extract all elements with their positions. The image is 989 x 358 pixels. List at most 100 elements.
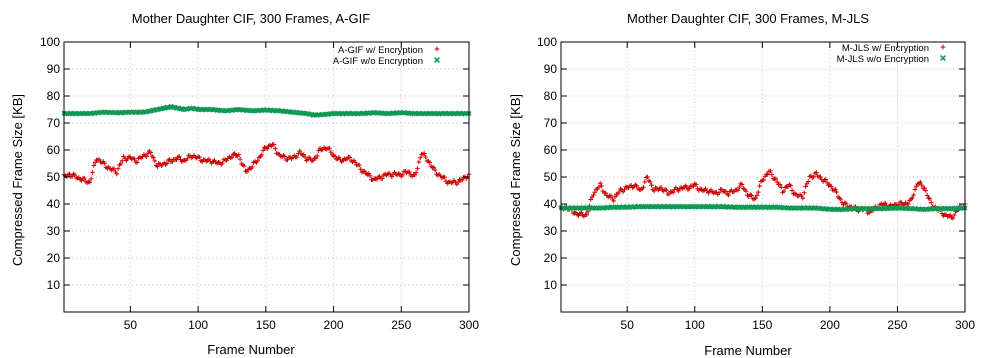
data-point — [72, 172, 78, 178]
data-point — [241, 163, 247, 169]
data-point — [422, 151, 427, 156]
data-point — [244, 169, 250, 175]
data-point — [366, 171, 372, 176]
data-point — [264, 146, 270, 151]
data-point — [919, 182, 925, 188]
data-point — [148, 150, 153, 155]
y-tick-label: 100 — [537, 35, 557, 49]
data-point — [785, 184, 791, 190]
data-point — [260, 148, 266, 153]
data-point — [691, 183, 696, 189]
data-point — [927, 196, 933, 202]
data-point — [828, 184, 834, 189]
chart-a-gif: Mother Daughter CIF, 300 Frames, A-GIF F… — [10, 11, 479, 357]
data-point — [834, 189, 839, 195]
data-point — [356, 162, 362, 168]
data-point — [332, 154, 338, 159]
data-point — [658, 185, 664, 190]
data-point — [237, 156, 243, 162]
data-point — [96, 157, 102, 162]
data-point — [592, 189, 598, 195]
data-point — [664, 187, 669, 193]
data-point — [754, 193, 760, 198]
y-tick-label: 100 — [40, 35, 60, 49]
data-point — [164, 161, 170, 166]
data-point — [380, 176, 385, 181]
x-axis-label: Frame Number — [207, 342, 295, 357]
data-point — [114, 171, 120, 177]
data-point — [294, 154, 300, 160]
data-point — [789, 188, 795, 193]
x-axis-label: Frame Number — [704, 343, 792, 358]
legend-marker — [434, 46, 440, 52]
data-point — [765, 171, 771, 177]
data-point — [115, 166, 121, 172]
data-point — [88, 176, 94, 182]
data-point — [843, 200, 849, 206]
data-point — [803, 184, 808, 189]
data-point — [818, 174, 823, 180]
data-point — [236, 152, 242, 158]
data-point — [313, 155, 319, 161]
data-point — [297, 148, 302, 154]
data-point — [407, 169, 412, 175]
x-tick-label: 50 — [621, 318, 635, 332]
data-point — [171, 104, 177, 110]
y-tick-label: 40 — [544, 197, 558, 211]
data-point — [347, 155, 353, 160]
data-point — [838, 196, 843, 202]
y-tick-label: 40 — [47, 197, 61, 211]
data-point — [151, 155, 156, 160]
y-tick-label: 90 — [47, 62, 61, 76]
data-point — [814, 170, 819, 175]
data-point — [184, 156, 190, 162]
y-tick-label: 60 — [47, 143, 61, 157]
y-tick-label: 80 — [47, 89, 61, 103]
data-point — [336, 155, 342, 160]
data-point — [69, 173, 75, 179]
data-point — [431, 165, 437, 170]
data-point — [719, 187, 725, 192]
y-tick-label: 50 — [47, 170, 61, 184]
data-point — [716, 190, 722, 196]
y-tick-label: 90 — [544, 62, 558, 76]
data-point — [314, 153, 320, 159]
data-point — [596, 184, 602, 190]
y-tick-label: 10 — [544, 278, 558, 292]
legend-marker — [434, 57, 440, 63]
data-point — [273, 146, 278, 151]
data-point — [301, 152, 307, 157]
y-tick-label: 70 — [47, 116, 61, 130]
data-point — [651, 188, 657, 194]
data-point — [178, 157, 183, 162]
data-point — [328, 149, 334, 155]
y-tick-label: 20 — [47, 251, 61, 265]
series-with-encryption — [558, 168, 968, 221]
data-point — [950, 215, 956, 221]
data-point — [271, 142, 277, 147]
data-point — [282, 154, 288, 159]
data-point — [737, 184, 742, 190]
y-tick-label: 30 — [544, 224, 558, 238]
legend-label-with-encryption: A-GIF w/ Encryption — [338, 45, 423, 56]
data-point — [743, 188, 749, 194]
y-tick-label: 50 — [544, 170, 558, 184]
data-point — [119, 158, 125, 164]
y-tick-label: 20 — [544, 251, 558, 265]
data-point — [432, 167, 438, 173]
data-point — [611, 198, 616, 204]
data-point — [362, 168, 368, 174]
data-point — [118, 161, 124, 167]
data-point — [612, 194, 618, 200]
data-point — [918, 179, 923, 185]
series-with-encryption — [61, 141, 472, 187]
data-point — [823, 177, 829, 182]
x-tick-label: 300 — [955, 318, 975, 332]
data-point — [90, 170, 95, 175]
data-point — [249, 164, 255, 170]
data-point — [122, 155, 128, 161]
data-point — [87, 180, 93, 185]
data-point — [220, 160, 225, 166]
data-point — [608, 193, 614, 199]
legend-label-without-encryption: A-GIF w/o Encryption — [333, 56, 423, 67]
